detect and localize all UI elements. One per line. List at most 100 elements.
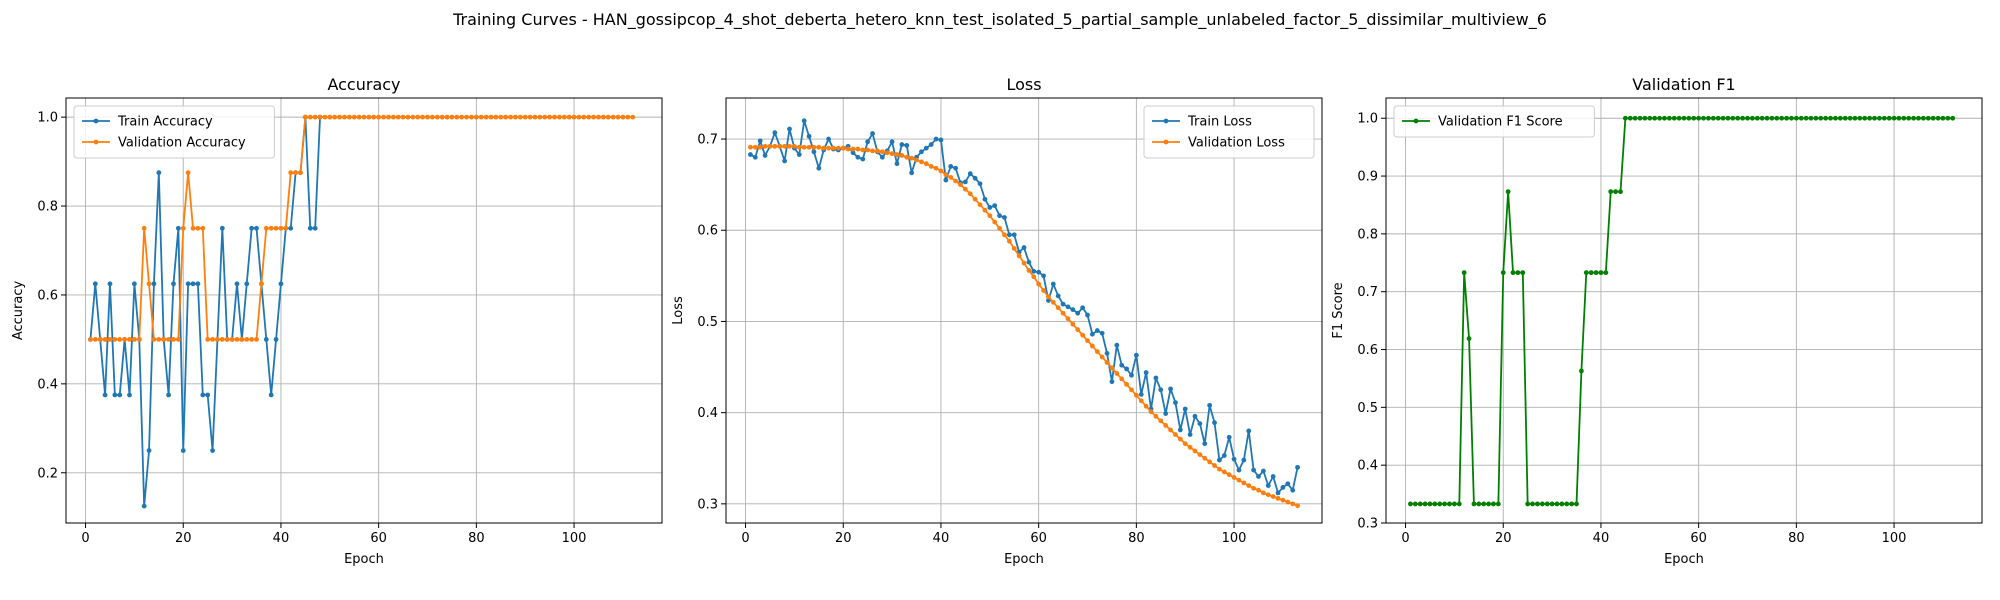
y-tick-label: 0.9 (1357, 170, 1378, 185)
data-point (1031, 274, 1037, 280)
x-tick-label: 40 (933, 531, 950, 546)
data-point (498, 114, 504, 120)
x-tick-label: 60 (1030, 531, 1047, 546)
data-point (571, 114, 577, 120)
data-point (1251, 485, 1257, 491)
legend-swatch-marker (1413, 118, 1419, 124)
data-point (1138, 392, 1144, 397)
data-point (136, 337, 142, 342)
legend-label: Validation F1 Score (1438, 115, 1563, 130)
data-point (620, 114, 626, 120)
legend-label: Train Loss (1187, 115, 1252, 130)
data-point (1735, 115, 1741, 121)
data-point (1212, 420, 1217, 426)
data-point (1632, 115, 1638, 121)
data-point (425, 114, 430, 120)
data-point (1290, 501, 1296, 507)
data-point (1158, 387, 1164, 393)
data-point (1006, 238, 1012, 244)
data-point (938, 137, 944, 143)
data-point (1647, 115, 1653, 121)
data-point (268, 225, 274, 231)
data-point (855, 154, 861, 160)
data-point (831, 145, 836, 151)
data-point (1925, 115, 1931, 121)
data-point (1089, 343, 1095, 349)
data-point (171, 281, 176, 287)
data-point (1251, 467, 1257, 473)
data-point (131, 337, 137, 342)
data-point (879, 154, 885, 160)
y-tick-label: 1.0 (1357, 112, 1378, 127)
data-point (1715, 115, 1721, 121)
data-point (527, 114, 533, 120)
data-point (772, 143, 778, 149)
series-line (89, 116, 321, 508)
data-point (1652, 115, 1658, 121)
data-point (175, 225, 181, 231)
data-point (1818, 115, 1824, 121)
data-point (449, 114, 455, 120)
series-line (1410, 117, 1953, 505)
data-point (1789, 115, 1794, 121)
data-point (288, 225, 294, 231)
data-point (376, 114, 382, 120)
data-point (1696, 115, 1702, 121)
data-point (547, 114, 553, 120)
data-point (1706, 115, 1711, 121)
data-point (977, 202, 983, 208)
data-point (919, 159, 924, 165)
data-point (1671, 115, 1677, 121)
data-point (1021, 245, 1027, 250)
data-point (899, 142, 905, 147)
data-point (1085, 312, 1090, 318)
data-point (1447, 501, 1452, 507)
data-point (190, 281, 196, 287)
data-point (1226, 472, 1232, 478)
data-point (1002, 215, 1007, 220)
data-point (307, 114, 313, 120)
data-point (1500, 270, 1506, 276)
data-point (1046, 294, 1051, 300)
data-point (175, 337, 181, 342)
data-point (1124, 366, 1129, 372)
data-point (923, 145, 929, 151)
data-point (151, 281, 157, 287)
data-point (1725, 115, 1731, 121)
data-point (1075, 310, 1081, 316)
data-point (748, 152, 753, 157)
data-point (1471, 501, 1477, 507)
data-point (987, 205, 993, 210)
data-point (615, 114, 621, 120)
data-point (151, 337, 157, 342)
data-point (865, 147, 871, 153)
data-point (1041, 288, 1046, 293)
data-point (860, 147, 866, 153)
data-point (180, 448, 186, 453)
data-point (215, 337, 220, 342)
data-point (503, 114, 509, 120)
y-axis-label: Accuracy (11, 281, 26, 341)
data-point (904, 154, 910, 160)
data-point (1021, 260, 1027, 266)
subplot-validation-f1: 0 20 40 60 80 100 0.3 0.4 0.5 0.6 0.7 0.8 0.9 1.0 Vali… (1331, 75, 1983, 567)
data-point (1911, 115, 1917, 121)
data-point (390, 114, 396, 120)
data-point (1676, 115, 1682, 121)
data-point (1055, 293, 1061, 299)
data-point (782, 158, 788, 164)
axes-frame (1385, 97, 1983, 524)
x-tick-label: 60 (1690, 531, 1707, 546)
data-point (1217, 457, 1222, 463)
data-point (229, 337, 235, 342)
data-point (420, 114, 426, 120)
data-point (1163, 423, 1169, 428)
data-point (840, 145, 846, 151)
legend-swatch-marker (93, 118, 99, 124)
data-point (806, 133, 812, 139)
data-point (386, 114, 391, 120)
legend-label: Validation Loss (1188, 136, 1285, 151)
data-point (943, 172, 949, 178)
data-point (1060, 310, 1066, 316)
